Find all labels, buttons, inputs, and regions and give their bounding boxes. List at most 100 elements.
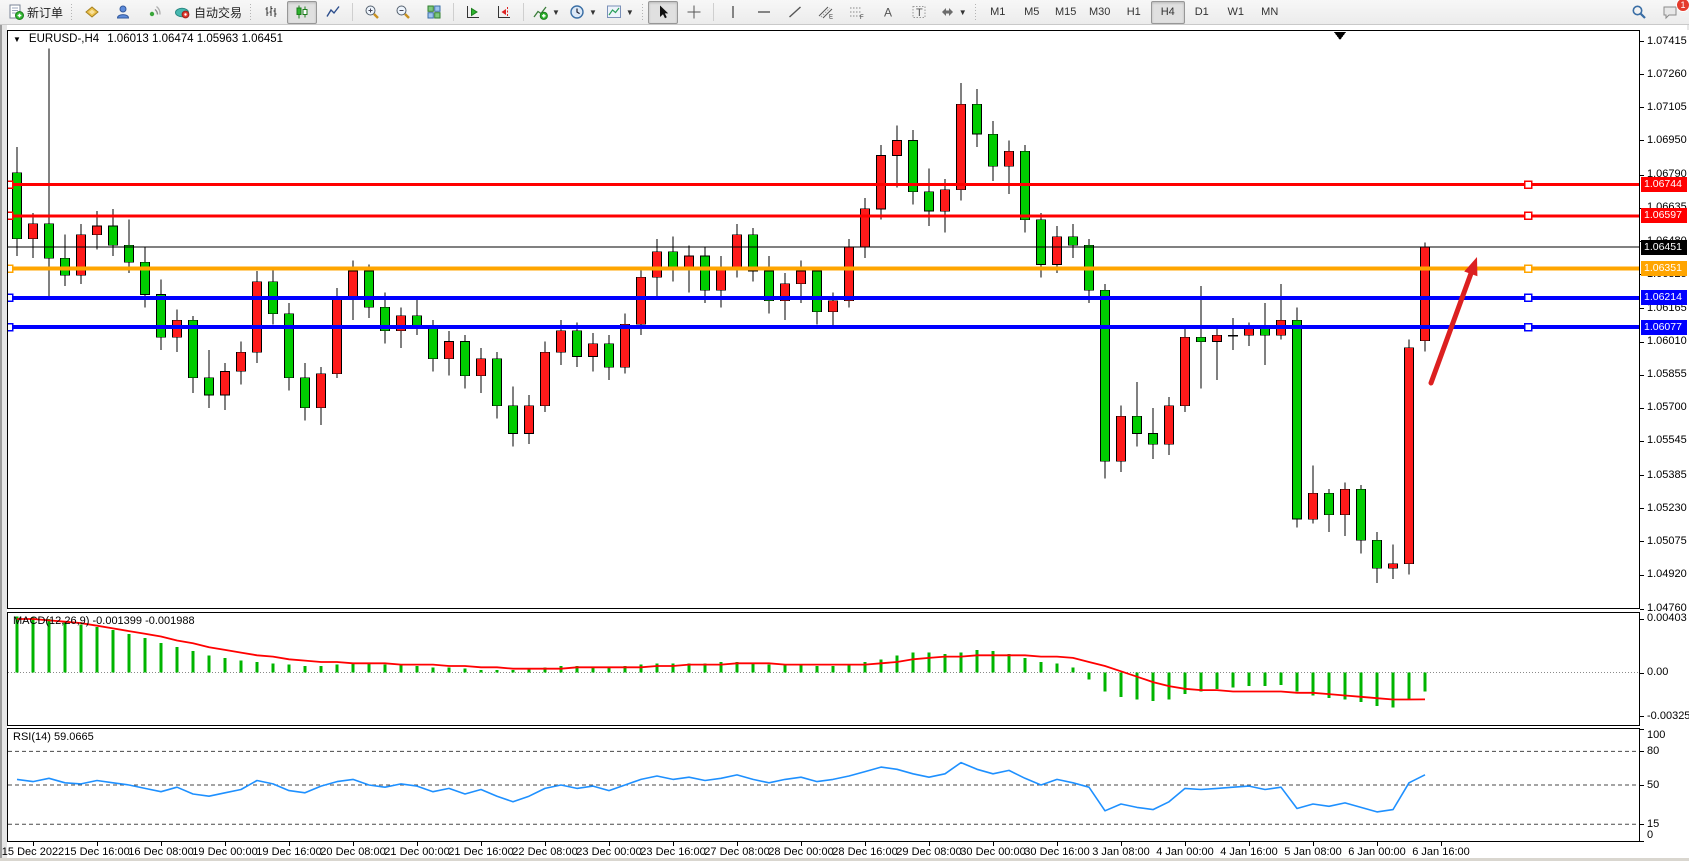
- arrow-annotation-head[interactable]: [1464, 257, 1478, 277]
- rsi-panel[interactable]: RSI(14) 59.0665: [7, 728, 1640, 842]
- zoom-out-icon: [396, 5, 410, 19]
- candle-body: [524, 405, 534, 434]
- time-axis-label: 21 Dec 00:00: [384, 846, 450, 858]
- profiles-button[interactable]: [77, 1, 107, 24]
- line-anchor-handle[interactable]: [8, 264, 14, 273]
- price-axis[interactable]: 1.07415 1.07260 1.07105 1.06950 1.06790 1.066…: [1640, 30, 1689, 858]
- zoom-out-button[interactable]: [388, 1, 418, 24]
- svg-text:T: T: [916, 7, 923, 19]
- candle-body: [1356, 488, 1366, 541]
- time-axis-tick: [353, 842, 354, 846]
- fibonacci-icon: F: [850, 7, 864, 20]
- candle-body: [732, 234, 742, 268]
- timeframe-button-H4[interactable]: H4: [1150, 0, 1185, 24]
- candles-chart-type-button[interactable]: [287, 0, 318, 24]
- macd-panel[interactable]: MACD(12,26,9) -0.001399 -0.001988: [7, 612, 1640, 726]
- macd-canvas[interactable]: [8, 613, 1639, 725]
- time-axis-tick: [417, 842, 418, 846]
- time-axis-label: 20 Dec 08:00: [320, 846, 386, 858]
- vertical-line-button[interactable]: [718, 1, 748, 24]
- time-axis-label: 21 Dec 16:00: [448, 846, 514, 858]
- line-anchor-handle[interactable]: [1523, 264, 1533, 273]
- new-order-button[interactable]: 新订单: [4, 1, 67, 24]
- timeframe-button-M5[interactable]: M5: [1024, 6, 1040, 18]
- collapse-chevron-icon[interactable]: ▼: [13, 34, 21, 44]
- timeframe-button-H1[interactable]: H1: [1126, 6, 1141, 18]
- line-price-tag: 1.06077: [1641, 319, 1687, 335]
- price-chart-panel[interactable]: ▼ EURUSD-,H4 1.06013 1.06474 1.05963 1.0…: [7, 30, 1640, 609]
- market-watch-button[interactable]: [108, 1, 138, 24]
- line-anchor-handle[interactable]: [8, 180, 14, 189]
- signals-button[interactable]: [139, 1, 169, 24]
- channel-button[interactable]: E: [811, 1, 841, 24]
- line-anchor-handle[interactable]: [8, 293, 14, 303]
- time-axis[interactable]: 15 Dec 2022 15 Dec 16:00 16 Dec 08:00 19 De…: [2, 842, 1640, 861]
- periods-button[interactable]: ▼: [565, 1, 601, 24]
- chart-shift-button[interactable]: [489, 1, 519, 24]
- zoom-in-button[interactable]: [357, 1, 387, 24]
- price-axis-label: 1.06950: [1647, 133, 1687, 146]
- time-axis-label: 28 Dec 00:00: [768, 846, 834, 858]
- line-anchor-handle[interactable]: [1523, 293, 1533, 303]
- arrow-annotation[interactable]: [1428, 271, 1474, 386]
- search-button[interactable]: [1624, 1, 1654, 24]
- bar-chart-icon: [265, 6, 277, 17]
- chart-shift-marker-icon[interactable]: [1334, 32, 1346, 40]
- text-button[interactable]: A: [873, 1, 903, 24]
- time-axis-label: 6 Jan 00:00: [1348, 846, 1406, 858]
- time-axis-tick: [929, 842, 930, 846]
- timeframe-button-W1[interactable]: W1: [1227, 6, 1244, 18]
- trendline-button[interactable]: [780, 1, 810, 24]
- timeframe-button-M1[interactable]: M1: [990, 6, 1006, 18]
- timeframe-button-MN[interactable]: MN: [1261, 6, 1279, 18]
- toolbar: 新订单: [0, 0, 1689, 25]
- templates-button[interactable]: ▼: [602, 1, 638, 24]
- time-axis-label: 3 Jan 08:00: [1092, 846, 1150, 858]
- autotrading-button[interactable]: 自动交易: [170, 1, 246, 24]
- rsi-value: 59.0665: [53, 731, 94, 743]
- line-anchor-handle[interactable]: [1523, 322, 1533, 332]
- chat-bubble-icon: [1663, 6, 1676, 20]
- timeframe-button-D1[interactable]: D1: [1194, 6, 1209, 18]
- price-axis-label: 1.04920: [1647, 568, 1687, 581]
- fibonacci-button[interactable]: F: [842, 1, 872, 24]
- price-axis-tick: [1640, 407, 1644, 409]
- tile-windows-button[interactable]: [419, 1, 449, 24]
- autotrading-label: 自动交易: [194, 5, 243, 20]
- dropdown-caret-icon: ▼: [588, 7, 597, 17]
- price-axis-tick: [1640, 475, 1644, 477]
- timeframe-group: M1 M5 M15 M30 H1 H4 D1 W1 MN: [981, 0, 1287, 24]
- line-chart-type-button[interactable]: [318, 1, 348, 24]
- rsi-canvas[interactable]: [8, 729, 1639, 841]
- candle-body: [812, 270, 822, 312]
- time-axis-tick: [481, 842, 482, 846]
- timeframe-button-M30[interactable]: M30: [1089, 6, 1111, 18]
- price-axis-label: 1.05385: [1647, 468, 1687, 481]
- candle-body: [252, 281, 262, 353]
- indicators-button[interactable]: ▼: [528, 1, 564, 24]
- line-anchor-handle[interactable]: [1523, 211, 1533, 221]
- dropdown-caret-icon: ▼: [552, 7, 560, 17]
- line-anchor-handle[interactable]: [8, 322, 14, 332]
- notifications-button[interactable]: 1: [1655, 0, 1689, 24]
- window-bottom-edge: [0, 858, 1689, 861]
- price-axis-tick: [1640, 541, 1644, 543]
- candle-body: [492, 358, 502, 406]
- time-axis-label: 15 Dec 2022: [1, 846, 65, 858]
- arrows-button[interactable]: ▼: [935, 1, 971, 24]
- candle-body: [1244, 328, 1254, 336]
- auto-scroll-button[interactable]: [458, 1, 488, 24]
- crosshair-button[interactable]: [679, 1, 709, 24]
- chart-title: ▼ EURUSD-,H4 1.06013 1.06474 1.05963 1.0…: [13, 33, 283, 45]
- macd-values: -0.001399 -0.001988: [92, 615, 195, 627]
- cursor-button[interactable]: [647, 0, 678, 24]
- bars-chart-type-button[interactable]: [256, 1, 286, 24]
- time-axis-tick: [609, 842, 610, 846]
- price-chart-canvas[interactable]: [8, 31, 1639, 608]
- line-anchor-handle[interactable]: [1523, 180, 1533, 189]
- horizontal-line-button[interactable]: [749, 1, 779, 24]
- line-anchor-handle[interactable]: [8, 211, 14, 221]
- candle-body: [892, 140, 902, 156]
- text-label-button[interactable]: T: [904, 1, 934, 24]
- timeframe-button-M15[interactable]: M15: [1055, 6, 1077, 18]
